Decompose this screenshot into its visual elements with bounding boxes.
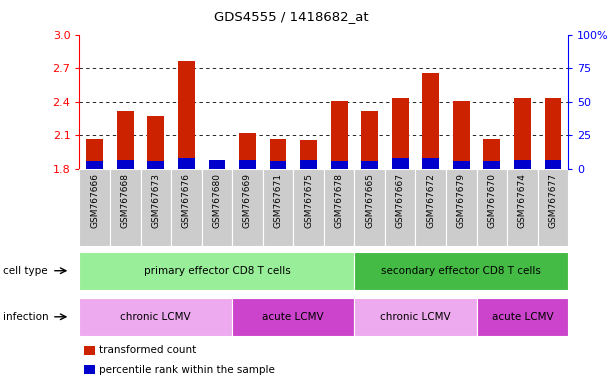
Text: GSM767676: GSM767676 [182, 173, 191, 228]
Bar [263, 169, 293, 246]
Bar [147, 116, 164, 169]
Bar [79, 252, 354, 290]
Text: secondary effector CD8 T cells: secondary effector CD8 T cells [381, 266, 541, 276]
Bar [453, 101, 470, 169]
Text: GSM767674: GSM767674 [518, 173, 527, 228]
Bar [86, 139, 103, 169]
Text: GSM767680: GSM767680 [213, 173, 221, 228]
Bar [84, 346, 95, 355]
Text: GSM767675: GSM767675 [304, 173, 313, 228]
Bar [483, 161, 500, 169]
Bar [79, 298, 232, 336]
Bar [171, 169, 202, 246]
Bar [331, 161, 348, 169]
Text: GSM767673: GSM767673 [152, 173, 160, 228]
Bar [300, 160, 317, 169]
Bar [392, 98, 409, 169]
Bar [415, 169, 446, 246]
Bar [178, 61, 195, 169]
Text: transformed count: transformed count [99, 345, 196, 356]
Text: acute LCMV: acute LCMV [492, 312, 553, 322]
Bar [538, 169, 568, 246]
Bar [477, 169, 507, 246]
Text: cell type: cell type [3, 266, 48, 276]
Text: percentile rank within the sample: percentile rank within the sample [99, 364, 275, 375]
Text: GSM767666: GSM767666 [90, 173, 99, 228]
Bar [269, 139, 287, 169]
Text: GSM767670: GSM767670 [488, 173, 496, 228]
Bar [354, 298, 477, 336]
Text: GSM767678: GSM767678 [335, 173, 343, 228]
Bar [514, 98, 531, 169]
Text: primary effector CD8 T cells: primary effector CD8 T cells [144, 266, 290, 276]
Text: GSM767679: GSM767679 [457, 173, 466, 228]
Bar [84, 365, 95, 374]
Bar [446, 169, 477, 246]
Text: chronic LCMV: chronic LCMV [120, 312, 191, 322]
Text: GSM767677: GSM767677 [549, 173, 557, 228]
Bar [354, 252, 568, 290]
Text: GSM767671: GSM767671 [274, 173, 282, 228]
Bar [239, 133, 256, 169]
Bar [354, 169, 385, 246]
Bar [147, 161, 164, 169]
Bar [117, 111, 134, 169]
Bar [483, 139, 500, 169]
Text: acute LCMV: acute LCMV [263, 312, 324, 322]
Text: infection: infection [3, 312, 49, 322]
Bar [86, 161, 103, 169]
Bar [300, 140, 317, 169]
Text: GSM767667: GSM767667 [396, 173, 404, 228]
Bar [385, 169, 415, 246]
Bar [477, 298, 568, 336]
Bar [178, 158, 195, 169]
Bar [79, 169, 110, 246]
Text: chronic LCMV: chronic LCMV [380, 312, 451, 322]
Bar [208, 160, 225, 169]
Text: GSM767669: GSM767669 [243, 173, 252, 228]
Bar [544, 98, 562, 169]
Bar [232, 298, 354, 336]
Bar [544, 160, 562, 169]
Bar [141, 169, 171, 246]
Bar [269, 161, 287, 169]
Text: GDS4555 / 1418682_at: GDS4555 / 1418682_at [214, 10, 368, 23]
Bar [117, 160, 134, 169]
Bar [293, 169, 324, 246]
Bar [361, 111, 378, 169]
Bar [422, 73, 439, 169]
Text: GSM767665: GSM767665 [365, 173, 374, 228]
Bar [392, 158, 409, 169]
Bar [422, 158, 439, 169]
Text: GSM767672: GSM767672 [426, 173, 435, 228]
Bar [514, 160, 531, 169]
Bar [331, 101, 348, 169]
Text: GSM767668: GSM767668 [121, 173, 130, 228]
Bar [324, 169, 354, 246]
Bar [110, 169, 141, 246]
Bar [202, 169, 232, 246]
Bar [507, 169, 538, 246]
Bar [453, 161, 470, 169]
Bar [361, 161, 378, 169]
Bar [232, 169, 263, 246]
Bar [208, 163, 225, 169]
Bar [239, 160, 256, 169]
